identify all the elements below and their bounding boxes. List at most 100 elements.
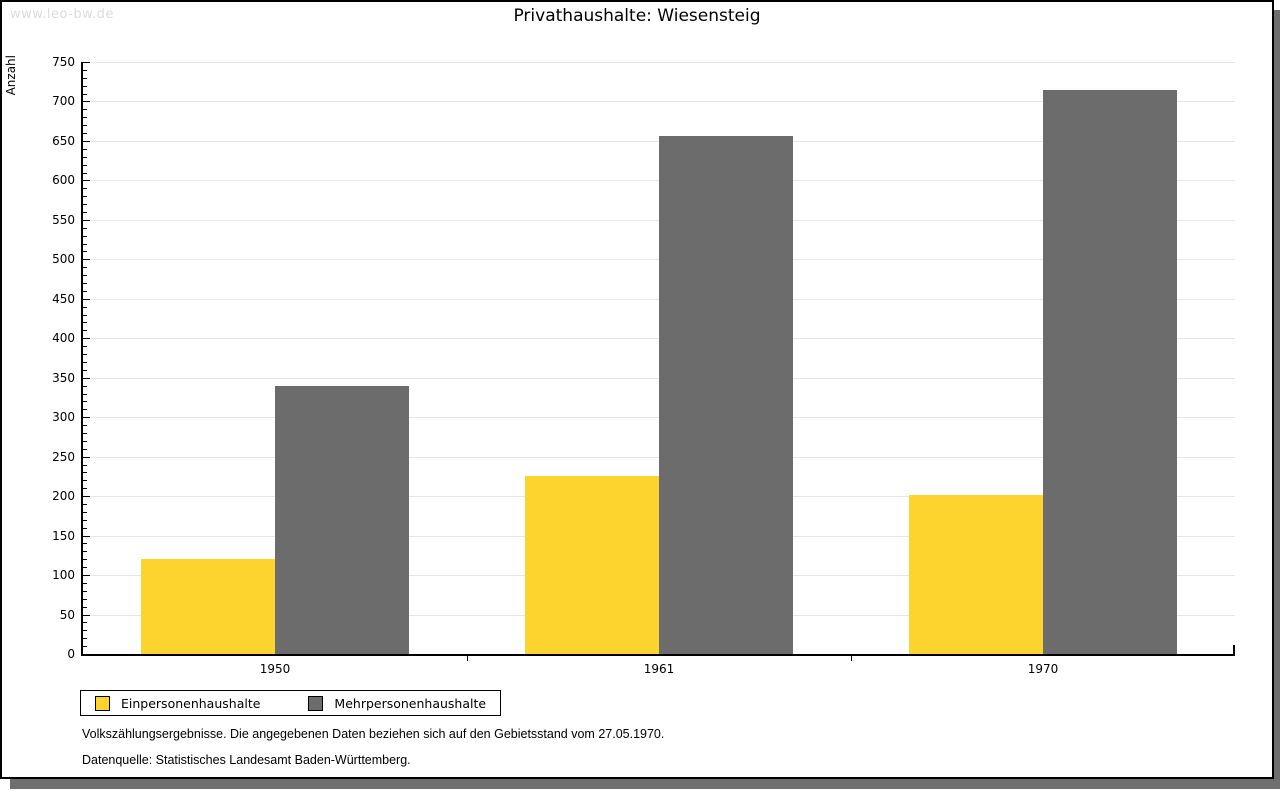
y-minor-tick [83, 543, 87, 545]
y-minor-tick [83, 346, 87, 348]
watermark: www.leo-bw.de [10, 7, 114, 22]
y-minor-tick [83, 527, 87, 529]
legend: Einpersonenhaushalte Mehrpersonenhaushalt… [80, 690, 502, 716]
footnote-line-2: Datenquelle: Statistisches Landesamt Bad… [82, 753, 411, 767]
y-minor-tick [83, 504, 87, 506]
y-minor-tick [83, 448, 87, 450]
y-minor-tick [83, 275, 87, 277]
y-tick-label: 50 [59, 607, 75, 622]
y-minor-tick [83, 393, 87, 395]
y-minor-tick [83, 93, 87, 95]
y-minor-tick [83, 290, 87, 292]
y-tick-label: 650 [52, 133, 75, 148]
y-major-tick-300 [83, 417, 90, 419]
y-tick-label: 700 [52, 94, 75, 109]
legend-swatch [95, 695, 110, 711]
y-major-tick-350 [83, 377, 90, 379]
bar-einpersonenhaushalte-1961 [525, 476, 659, 654]
y-axis-label: Anzahl [4, 55, 18, 96]
y-minor-tick [83, 314, 87, 316]
y-minor-tick [83, 369, 87, 371]
y-minor-tick [83, 211, 87, 213]
y-tick-label: 300 [52, 410, 75, 425]
y-major-tick-250 [83, 456, 90, 458]
y-minor-tick [83, 109, 87, 111]
y-minor-tick [83, 630, 87, 632]
y-minor-tick [83, 172, 87, 174]
y-major-tick-550 [83, 219, 90, 221]
y-minor-tick [83, 148, 87, 150]
y-minor-tick [83, 606, 87, 608]
y-minor-tick [83, 85, 87, 87]
y-major-tick-200 [83, 496, 90, 498]
y-minor-tick [83, 77, 87, 79]
y-minor-tick [83, 251, 87, 253]
y-minor-tick [83, 125, 87, 127]
y-minor-tick [83, 69, 87, 71]
footnotes: Volkszählungsergebnisse. Die angegebenen… [82, 727, 664, 779]
y-major-tick-500 [83, 259, 90, 261]
y-minor-tick [83, 322, 87, 324]
y-tick-label: 0 [67, 647, 75, 661]
x-category-label-1970: 1970 [1027, 662, 1059, 676]
y-minor-tick [83, 267, 87, 269]
bar-einpersonenhaushalte-1970 [909, 494, 1043, 654]
y-major-tick-700 [83, 101, 90, 103]
y-major-tick-400 [83, 338, 90, 340]
y-minor-tick [83, 156, 87, 158]
y-minor-tick [83, 488, 87, 490]
y-minor-tick [83, 409, 87, 411]
y-minor-tick [83, 117, 87, 119]
plot-area: 0 50 100 150 200 250 300 350 400 450 500 550 600 650 7… [52, 55, 1235, 676]
y-tick-label: 600 [52, 173, 75, 188]
y-tick-label: 200 [52, 489, 75, 504]
legend-label: Einpersonenhaushalte [121, 695, 261, 711]
bar-mehrpersonenhaushalte-1970 [1043, 90, 1177, 654]
y-tick-label: 750 [52, 55, 75, 69]
y-tick-label: 150 [52, 528, 75, 543]
y-minor-tick [83, 480, 87, 482]
legend-label: Mehrpersonenhaushalte [334, 695, 487, 711]
legend-swatch [308, 695, 324, 711]
y-minor-tick [83, 646, 87, 648]
y-minor-tick [83, 188, 87, 190]
y-minor-tick [83, 464, 87, 466]
legend-item-mehrpersonenhaushalte: Mehrpersonenhaushalte [308, 695, 487, 711]
y-minor-tick [83, 354, 87, 356]
y-major-tick-150 [83, 535, 90, 537]
y-minor-tick [83, 227, 87, 229]
y-minor-tick [83, 559, 87, 561]
x-category-label-1950: 1950 [259, 662, 291, 676]
y-minor-tick [83, 243, 87, 245]
y-minor-tick [83, 440, 87, 442]
y-minor-tick [83, 164, 87, 166]
chart-title: Privathaushalte: Wiesensteig [513, 6, 761, 26]
y-tick-label: 550 [52, 212, 75, 227]
y-tick-label: 100 [52, 568, 75, 583]
y-minor-tick [83, 590, 87, 592]
y-minor-tick [83, 638, 87, 640]
bar-einpersonenhaushalte-1950 [141, 559, 275, 654]
y-minor-tick [83, 361, 87, 363]
y-minor-tick [83, 511, 87, 513]
y-major-tick-600 [83, 180, 90, 182]
y-minor-tick [83, 472, 87, 474]
y-minor-tick [83, 598, 87, 600]
gridline-700 [83, 101, 1235, 103]
y-minor-tick [83, 283, 87, 284]
x-boundary-tick [851, 656, 852, 661]
y-minor-tick [83, 551, 87, 553]
y-major-tick-450 [83, 298, 90, 300]
y-minor-tick [83, 425, 87, 427]
x-boundary-tick [467, 656, 468, 661]
y-minor-tick [83, 385, 87, 387]
y-minor-tick [83, 204, 87, 206]
y-minor-tick [83, 432, 87, 434]
bar-mehrpersonenhaushalte-1961 [659, 136, 793, 654]
y-tick-label: 400 [52, 331, 75, 346]
y-minor-tick [83, 582, 87, 584]
y-minor-tick [83, 401, 87, 403]
y-minor-tick [83, 235, 87, 237]
bar-mehrpersonenhaushalte-1950 [275, 385, 409, 654]
